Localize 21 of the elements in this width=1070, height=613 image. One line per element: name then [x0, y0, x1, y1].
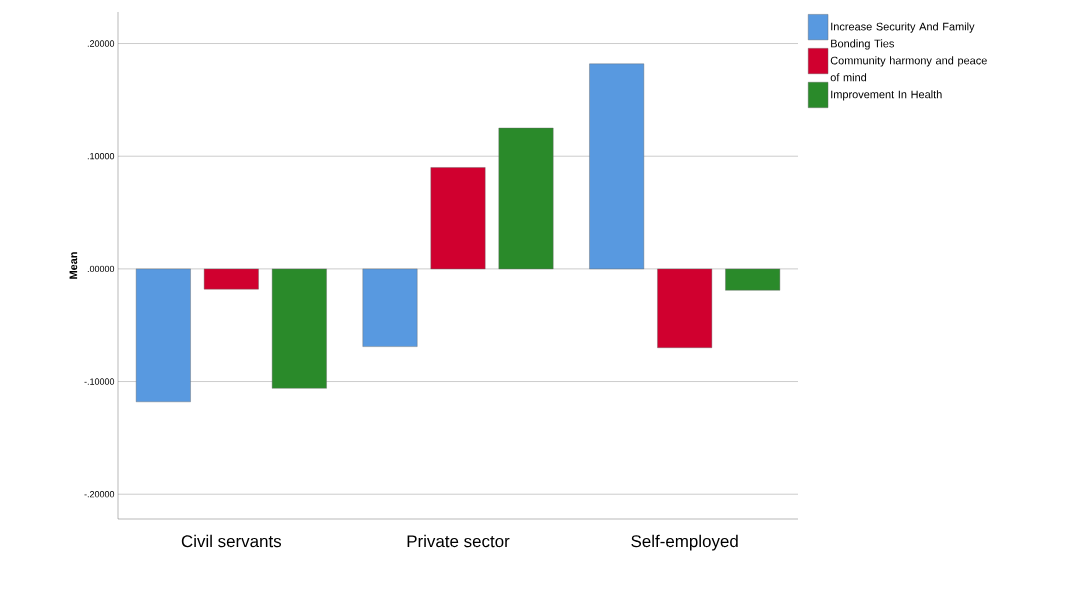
x-tick-label: Civil servants	[181, 534, 282, 548]
y-tick-label: .00000	[87, 265, 115, 273]
y-tick-label: -.20000	[84, 491, 115, 498]
bar	[203, 268, 259, 290]
bar	[725, 268, 781, 291]
y-tick-label: .20000	[87, 40, 115, 47]
y-axis-title: Mean	[69, 252, 78, 279]
bar	[135, 268, 191, 403]
bar	[657, 268, 713, 348]
legend-label: Community harmony and peace of mind	[830, 56, 987, 82]
bar	[271, 268, 327, 389]
y-tick-label: .10000	[87, 153, 115, 160]
x-tick-label: Self-employed	[631, 534, 738, 551]
y-tick-label: -.10000	[84, 378, 115, 385]
bar	[362, 268, 418, 347]
legend-label: Increase Security And Family Bonding Ties	[831, 22, 975, 50]
x-tick-label: Private sector	[407, 534, 510, 548]
legend-label: Improvement In Health	[831, 90, 942, 101]
bar	[589, 63, 645, 270]
bar	[498, 127, 554, 270]
bar	[430, 167, 486, 270]
